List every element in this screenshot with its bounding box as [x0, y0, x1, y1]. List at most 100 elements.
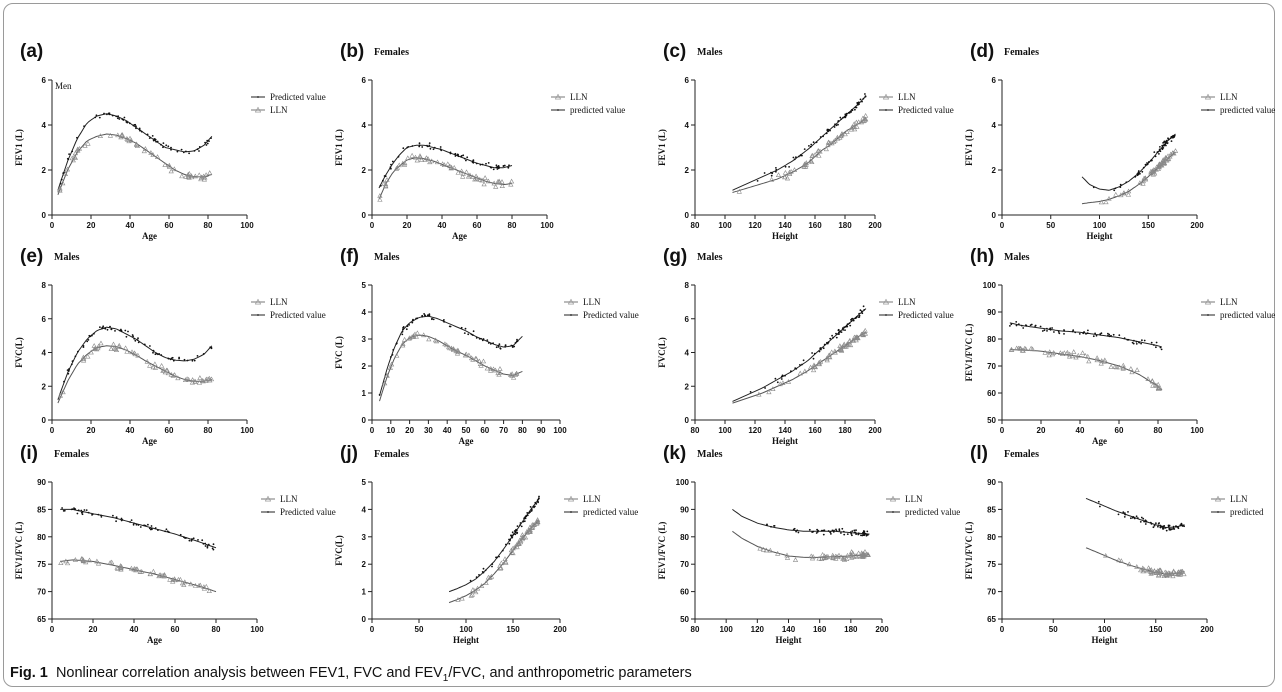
data-point	[108, 112, 111, 115]
series-predicted	[448, 495, 540, 593]
data-point	[60, 389, 66, 395]
data-point	[83, 509, 86, 511]
x-axis-label: Age	[459, 436, 474, 446]
x-tick-label: 0	[50, 426, 55, 435]
data-point	[503, 560, 509, 565]
data-point	[862, 330, 869, 336]
data-point	[74, 355, 77, 358]
data-point	[810, 143, 813, 146]
data-point	[1140, 568, 1146, 574]
data-point	[757, 545, 763, 551]
data-point	[389, 166, 392, 169]
data-point	[479, 163, 482, 166]
data-point	[846, 342, 852, 347]
data-point	[472, 176, 478, 182]
data-point	[155, 352, 158, 355]
legend-label: LLN	[1230, 494, 1248, 504]
data-point	[835, 135, 841, 141]
data-point	[822, 347, 825, 350]
data-point	[206, 546, 209, 549]
data-point	[482, 338, 485, 340]
y-tick-label: 65	[37, 615, 46, 624]
data-point	[832, 349, 838, 355]
panel-label: (c)	[663, 41, 686, 62]
data-point	[197, 539, 199, 541]
data-point	[447, 345, 453, 351]
data-point	[529, 525, 535, 530]
data-point	[183, 358, 186, 361]
data-point	[822, 533, 825, 536]
data-point	[463, 169, 470, 175]
y-tick-label: 90	[37, 478, 46, 487]
y-tick-label: 2	[362, 362, 367, 371]
data-point	[154, 154, 161, 159]
data-point	[1161, 160, 1168, 165]
data-point	[66, 157, 69, 160]
data-point	[1180, 523, 1183, 526]
series-predicted	[1009, 321, 1163, 351]
data-point	[110, 341, 117, 347]
data-point	[1078, 333, 1081, 335]
chart-panel-k: (k) Males 80 100 120 140 160 180 200 50 60 70 80 90 10…	[657, 443, 960, 645]
data-point	[863, 551, 869, 557]
legend-label: LLN	[583, 297, 601, 307]
data-point	[860, 310, 863, 313]
legend-marker	[254, 298, 262, 305]
data-point	[1145, 520, 1148, 523]
lln-curve	[1081, 151, 1176, 205]
data-point	[85, 353, 91, 359]
data-point	[384, 177, 390, 182]
data-point	[825, 142, 831, 148]
data-point	[1079, 350, 1086, 355]
data-point	[1167, 525, 1170, 528]
data-point	[815, 532, 818, 534]
data-point	[756, 391, 762, 397]
data-point	[396, 162, 402, 168]
data-point	[821, 555, 827, 561]
data-point	[851, 534, 853, 537]
data-point	[1136, 173, 1139, 175]
data-point	[791, 167, 798, 172]
data-point	[382, 181, 389, 187]
x-tick-label: 60	[171, 625, 180, 634]
data-point	[152, 351, 154, 354]
data-point	[62, 172, 65, 175]
data-point	[835, 336, 838, 339]
data-point	[826, 342, 829, 345]
caption-text-post: /FVC, and anthropometric parameters	[448, 665, 692, 681]
data-point	[199, 377, 206, 383]
data-point	[205, 144, 208, 146]
data-point	[139, 526, 142, 528]
data-point	[63, 558, 69, 564]
data-point	[860, 332, 867, 338]
data-point	[407, 146, 410, 148]
x-axis-label: Height	[453, 635, 479, 645]
y-tick-label: 70	[987, 588, 996, 597]
data-point	[795, 156, 797, 159]
data-point	[1146, 163, 1148, 166]
data-point	[507, 166, 510, 169]
data-point	[835, 124, 838, 127]
data-point	[56, 186, 63, 192]
x-tick-label: 50	[1049, 625, 1058, 634]
data-point	[850, 338, 857, 343]
data-point	[1053, 331, 1055, 333]
lln-curve	[57, 133, 213, 195]
data-point	[134, 339, 137, 342]
data-point	[807, 158, 814, 163]
panel-subtitle: Males	[697, 47, 723, 58]
data-point	[80, 557, 86, 562]
data-point	[424, 314, 426, 317]
data-point	[100, 514, 102, 517]
x-tick-label: 100	[240, 426, 254, 435]
data-point	[87, 511, 90, 514]
data-point	[1008, 346, 1014, 352]
legend-item: Predicted value	[879, 310, 954, 320]
data-point	[1017, 323, 1020, 325]
x-tick-label: 20	[87, 426, 96, 435]
data-point	[1160, 348, 1163, 351]
legend-item: LLN	[251, 297, 288, 307]
data-point	[502, 556, 508, 561]
data-point	[850, 320, 853, 322]
y-axis-label: FEV1/FVC (L)	[964, 324, 974, 382]
